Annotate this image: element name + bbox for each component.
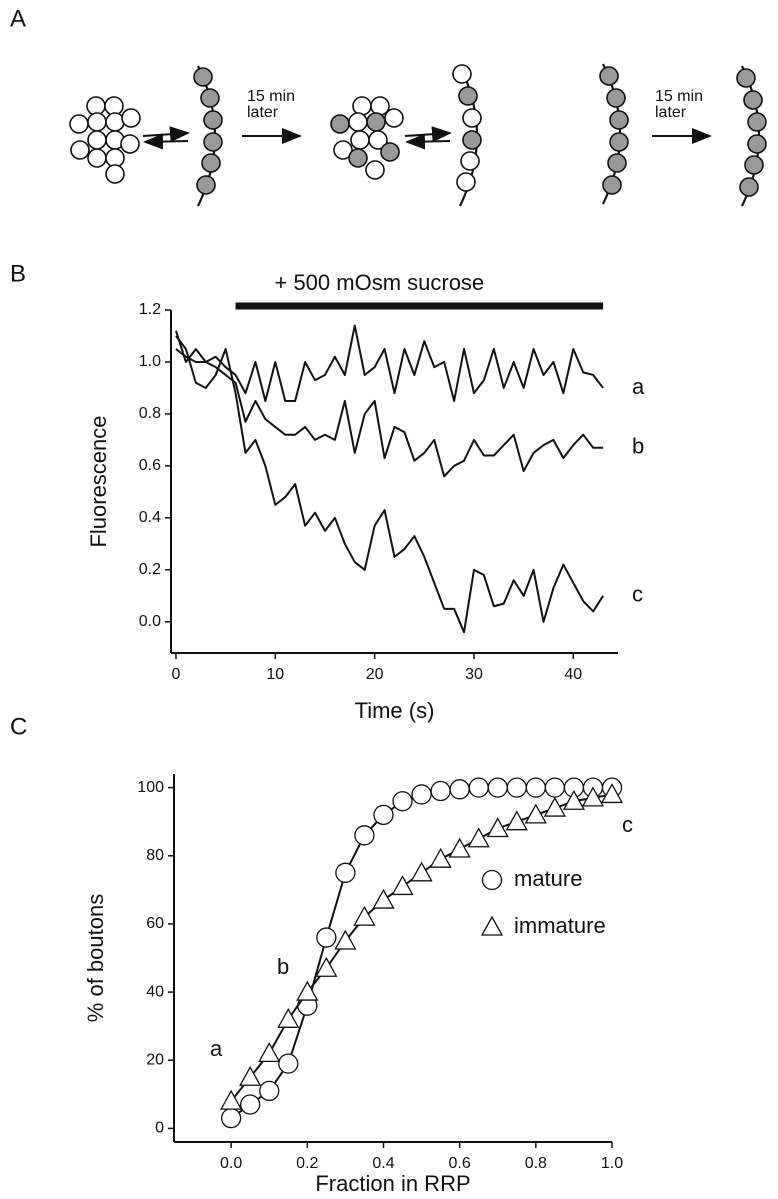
y-tick-label: 80 [146,847,164,864]
series-label: a [632,374,645,399]
y-tick-label: 0.2 [139,561,161,578]
circle-marker [544,777,566,798]
x-tick-label: 20 [366,666,384,683]
circle-marker [373,804,394,826]
triangle-marker [277,1007,300,1028]
triangle-marker [258,1042,281,1063]
triangle-marker [448,837,471,858]
y-axis-label: Fluorescence [86,415,111,547]
circle-marker [411,784,432,805]
triangle-marker [296,980,319,1001]
triangle-marker [220,1089,243,1110]
x-tick-label: 30 [465,666,483,683]
annotation: c [622,812,633,837]
triangle-marker [562,789,586,810]
data-line [175,348,604,478]
triangle-marker [467,827,490,848]
x-tick-label: 10 [266,666,284,683]
circle-marker [506,777,527,798]
triangle-marker [391,875,414,896]
triangle-marker [334,929,357,950]
y-tick-label: 60 [146,915,164,932]
y-tick-label: 0 [155,1120,164,1137]
triangle-marker [543,796,566,817]
circle-marker [316,927,337,948]
diagram: 15 min later 15 min later [69,63,767,207]
series-label: c [632,582,643,607]
y-tick-label: 40 [146,983,164,1000]
circle-marker [240,1094,261,1115]
circle-marker [392,791,413,812]
triangle-marker [524,803,547,824]
circle-marker [335,862,356,883]
circle-marker [278,1053,299,1074]
x-tick-label: 0.4 [372,1155,394,1172]
x-tick-label: 1.0 [601,1155,623,1172]
cluster [330,96,404,180]
triangle-marker [353,905,376,926]
y-tick-label: 1.2 [139,301,161,318]
circle-marker [525,777,546,798]
y-tick-label: 0.6 [139,457,161,474]
annotation: b [277,954,289,979]
legend-label: mature [514,866,582,891]
y-tick-label: 0.4 [139,509,161,526]
triangle-marker [410,861,433,882]
x-tick-label: 0.8 [525,1155,547,1172]
y-tick-label: 0.0 [139,613,161,630]
y-tick-label: 100 [137,779,164,796]
x-tick-label: 0.2 [296,1155,318,1172]
y-tick-label: 0.8 [139,405,161,422]
cluster [69,96,141,184]
triangle-marker [315,956,338,977]
circle-marker [259,1080,280,1102]
x-axis-label: Time (s) [355,698,435,723]
legend-marker [481,869,503,891]
triangle-marker [505,810,528,831]
legend-marker [480,915,504,936]
x-tick-label: 0.0 [220,1155,242,1172]
triangle-marker [486,817,509,838]
arrow-label: later [655,104,687,121]
circle-marker [354,825,375,846]
x-tick-label: 0 [172,666,181,683]
triangle-marker [239,1065,262,1086]
triangle-marker [600,783,624,804]
x-axis-label: Fraction in RRP [315,1171,470,1196]
panel-label: C [10,713,27,740]
circle-marker [449,779,470,800]
circle-marker [487,777,508,798]
circle-marker [430,780,451,802]
series-label: b [632,434,644,459]
x-tick-label: 0.6 [449,1155,471,1172]
y-axis-label: % of boutons [83,894,108,1022]
panel-label: B [10,260,26,287]
data-line [175,335,604,634]
triangle-marker [429,847,452,868]
circle-marker [468,777,489,798]
treatment-label: + 500 mOsm sucrose [274,270,484,295]
triangle-marker [372,888,395,909]
y-tick-label: 1.0 [139,353,161,370]
y-tick-label: 20 [146,1051,164,1068]
legend-label: immature [514,913,606,938]
triangle-marker [581,786,605,807]
arrow-label: 15 min [655,88,703,105]
arrow-label: 15 min [247,88,295,105]
arrow-label: later [247,104,279,121]
panel-label: A [10,5,26,32]
x-tick-label: 40 [564,666,582,683]
circle-marker [220,1107,242,1129]
annotation: a [210,1036,223,1061]
data-line [175,324,604,402]
